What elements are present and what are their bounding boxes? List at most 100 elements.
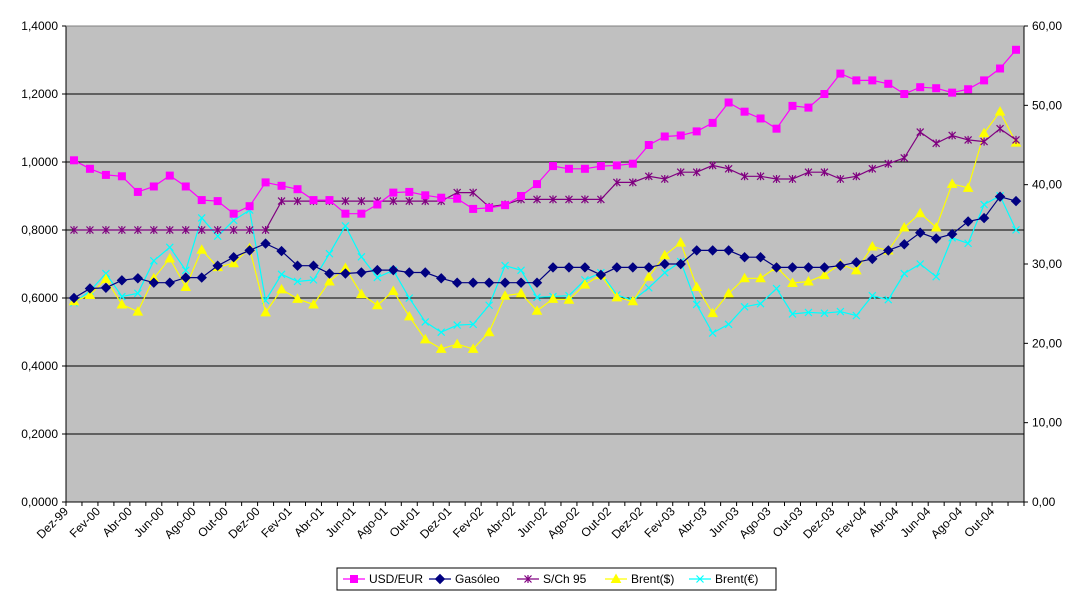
x-tick-label: Ago-02: [545, 504, 582, 541]
data-point-brent: [101, 269, 110, 278]
data-point-usd-eur: [596, 162, 605, 171]
data-point-brent: [356, 288, 367, 299]
data-point-gas-leo: [340, 268, 351, 279]
data-point-usd-eur: [309, 196, 318, 205]
left-tick-label: 1,2000: [21, 87, 58, 101]
data-point-brent: [467, 343, 479, 353]
data-point-gas-leo: [515, 277, 527, 288]
data-point-brent: [501, 261, 510, 270]
data-point-usd-eur: [708, 118, 717, 127]
data-point-gas-leo: [930, 233, 942, 244]
x-tick-label: Jun-04: [897, 504, 933, 540]
data-point-usd-eur: [181, 182, 190, 191]
data-point-s-ch-95: [101, 226, 110, 234]
data-point-brent: [850, 264, 862, 275]
data-point-brent: [196, 244, 208, 254]
data-point-s-ch-95: [756, 172, 765, 181]
data-point-s-ch-95: [86, 226, 94, 234]
series-usd-eur: [69, 45, 1021, 218]
legend-label: Gasóleo: [455, 572, 500, 586]
data-point-brent: [325, 249, 334, 258]
data-point-brent: [898, 221, 910, 232]
right-tick-label: 20,00: [1032, 336, 1062, 350]
data-point-s-ch-95: [612, 178, 621, 187]
data-point-usd-eur: [964, 85, 973, 94]
data-point-gas-leo: [643, 262, 654, 273]
data-point-s-ch-95: [1012, 135, 1020, 144]
legend-item-brent: Brent($): [605, 572, 674, 586]
x-tick-label: Dez-02: [609, 504, 646, 541]
x-tick-label: Out-00: [195, 504, 231, 540]
data-point-usd-eur: [117, 172, 126, 181]
data-point-s-ch-95: [181, 226, 190, 234]
data-point-s-ch-95: [133, 226, 142, 234]
data-point-gas-leo: [276, 245, 287, 257]
data-point-s-ch-95: [261, 226, 270, 234]
data-point-brent: [133, 289, 142, 298]
x-tick-label: Jun-01: [323, 504, 359, 540]
legend-item-s-ch-95: S/Ch 95: [517, 572, 587, 586]
right-tick-label: 30,00: [1032, 257, 1062, 271]
data-point-brent: [371, 299, 383, 310]
data-point-brent: [181, 266, 190, 275]
legend-swatch-marker: [696, 575, 704, 583]
data-point-brent: [755, 272, 766, 283]
data-point-gas-leo: [691, 245, 702, 256]
data-point-usd-eur: [469, 204, 478, 213]
data-point-s-ch-95: [660, 175, 669, 183]
data-point-usd-eur: [628, 159, 637, 168]
data-point-brent: [469, 320, 478, 329]
data-point-usd-eur: [612, 161, 621, 170]
data-point-usd-eur: [373, 200, 382, 209]
data-point-usd-eur: [564, 164, 573, 173]
data-point-brent: [708, 329, 717, 337]
x-tick-label: Dez-00: [225, 504, 262, 541]
x-tick-label: Dez-03: [800, 504, 837, 541]
right-axis-ticks: 0,00 10,00 20,00 30,00 40,00 50,00 60,00: [1024, 19, 1062, 509]
plot-area: [66, 26, 1024, 502]
x-tick-label: Dez-01: [417, 504, 454, 541]
data-point-brent: [644, 283, 653, 292]
data-point-s-ch-95: [916, 128, 925, 137]
data-point-brent: [884, 295, 893, 304]
data-point-usd-eur: [868, 76, 877, 85]
left-tick-label: 0,0000: [21, 495, 58, 509]
data-point-usd-eur: [437, 193, 446, 202]
data-point-gas-leo: [483, 277, 495, 288]
data-point-brent: [932, 272, 941, 281]
data-point-usd-eur: [85, 164, 94, 173]
data-point-s-ch-95: [708, 161, 717, 170]
data-point-brent: [421, 317, 430, 326]
data-point-brent: [293, 277, 302, 286]
data-point-gas-leo: [595, 269, 607, 281]
data-point-brent: [691, 281, 703, 292]
data-point-gas-leo: [372, 264, 383, 276]
x-tick-label: Out-04: [961, 504, 997, 540]
data-point-brent: [451, 338, 463, 349]
data-point-gas-leo: [404, 267, 415, 278]
data-point-brent: [914, 207, 926, 218]
data-point-gas-leo: [132, 273, 144, 284]
data-point-brent: [659, 249, 671, 260]
data-point-brent: [387, 285, 399, 295]
data-point-s-ch-95: [389, 197, 398, 206]
data-point-brent: [308, 298, 319, 309]
data-point-s-ch-95: [628, 178, 637, 187]
data-point-usd-eur: [836, 69, 845, 78]
data-point-gas-leo: [260, 238, 271, 249]
data-point-brent: [579, 279, 591, 289]
data-point-brent: [149, 256, 158, 265]
data-point-usd-eur: [389, 188, 398, 197]
data-point-brent: [277, 270, 286, 279]
data-point-brent: [197, 214, 206, 222]
data-point-s-ch-95: [565, 195, 573, 204]
data-point-s-ch-95: [868, 164, 877, 173]
legend-swatch-marker: [434, 573, 446, 585]
data-point-s-ch-95: [277, 197, 286, 206]
x-tick-label: Fev-00: [67, 504, 104, 541]
data-point-s-ch-95: [724, 164, 733, 173]
left-axis-ticks: 0,0000 0,2000 0,4000 0,6000 0,8000 1,0000 1,20…: [21, 19, 66, 509]
data-point-brent: [803, 275, 814, 286]
data-point-brent: [852, 311, 861, 320]
